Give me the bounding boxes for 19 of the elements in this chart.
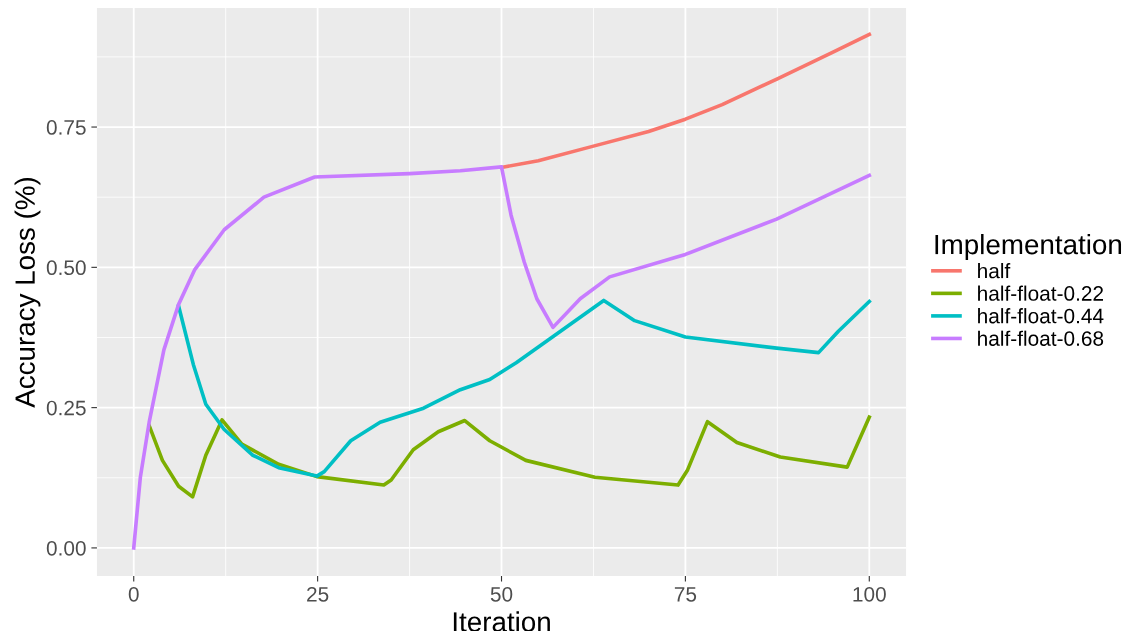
- legend-label: half: [978, 263, 1011, 279]
- line-series: [176, 298, 872, 478]
- legend-label: half-float-0.22: [978, 285, 1103, 301]
- legend-title: Implementation: [935, 233, 1122, 260]
- y-tick-label: 0.25: [46, 400, 86, 416]
- x-tick-label: 100: [853, 586, 886, 602]
- y-tick-label: 0.50: [46, 260, 86, 276]
- line-series: [147, 415, 872, 499]
- x-tick-label: 75: [674, 587, 697, 602]
- legend-label: half-float-0.44: [978, 308, 1104, 324]
- x-axis-title: Iteration: [453, 611, 550, 631]
- x-tick-label: 50: [490, 586, 513, 602]
- y-tick-label: 0.00: [46, 540, 86, 556]
- x-tick-label: 25: [307, 586, 329, 602]
- y-tick-label: 0.75: [46, 120, 86, 135]
- x-tick-label: 0: [128, 586, 139, 602]
- y-axis-title: Accuracy Loss (%): [14, 177, 41, 408]
- line-series: [131, 165, 872, 550]
- legend-label: half-float-0.68: [978, 330, 1104, 346]
